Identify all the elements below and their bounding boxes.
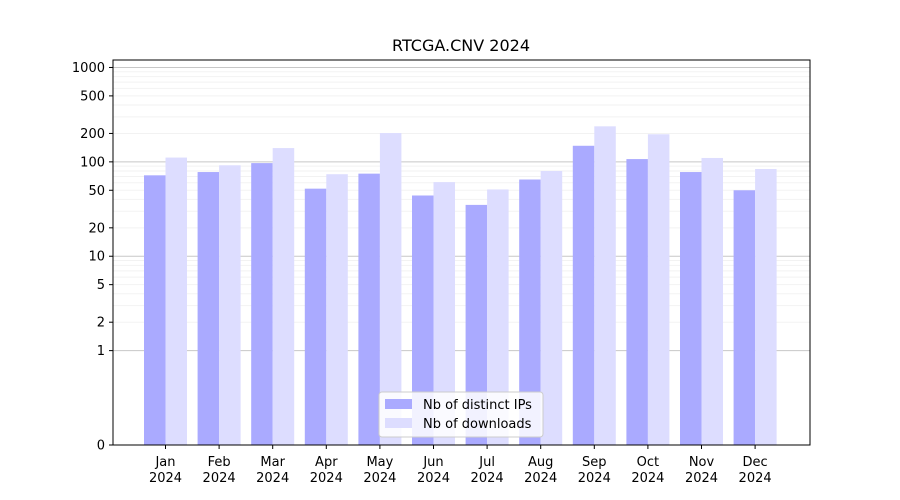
bar-ips (465, 204, 488, 445)
bar-ips (304, 188, 327, 445)
bar-ips (197, 172, 220, 445)
y-tick-label: 1 (97, 344, 105, 359)
bar-downloads (755, 169, 777, 445)
bar-downloads (433, 182, 455, 445)
y-tick-label: 50 (88, 184, 105, 199)
y-tick-label: 200 (80, 127, 105, 142)
x-tick-label: Dec 2024 (739, 455, 772, 486)
bar-downloads (594, 126, 616, 445)
x-tick-label: Jul 2024 (471, 455, 504, 486)
bar-downloads (379, 133, 402, 445)
bar-downloads (487, 189, 509, 445)
legend-swatch (385, 418, 412, 428)
x-tick-label: Jan 2024 (149, 455, 182, 486)
bar-downloads (272, 148, 295, 445)
x-tick-label: Aug 2024 (524, 455, 557, 486)
x-tick-label: Jun 2024 (417, 455, 450, 486)
plot-frame (112, 59, 811, 446)
y-tick-label: 10 (88, 250, 105, 265)
x-tick-label: Feb 2024 (203, 455, 236, 486)
legend-label: Nb of downloads (423, 417, 532, 432)
y-tick-label: 100 (80, 155, 105, 170)
legend-label: Nb of distinct IPs (423, 398, 532, 413)
x-tick-label: Nov 2024 (685, 455, 718, 486)
bar-downloads (219, 165, 241, 445)
bar-ips (626, 159, 648, 445)
bar-downloads (540, 171, 563, 446)
y-tick-label: 500 (80, 89, 105, 104)
legend-box (378, 391, 544, 438)
bar-ips (412, 195, 434, 445)
x-tick-label: Sep 2024 (578, 455, 611, 486)
bar-ips (572, 145, 595, 446)
y-tick-label: 1000 (72, 61, 105, 76)
chart-title: RTCGA.CNV 2024 (392, 36, 530, 55)
bar-downloads (326, 174, 348, 445)
bar-ips (251, 163, 273, 445)
bar-ips (680, 172, 702, 445)
x-tick-label: May 2024 (363, 455, 396, 486)
y-tick-label: 2 (97, 316, 105, 331)
bar-downloads (647, 134, 670, 446)
bar-downloads (165, 157, 187, 446)
x-tick-label: Mar 2024 (256, 455, 289, 486)
bar-ips (358, 173, 380, 446)
y-tick-label: 0 (97, 439, 105, 454)
y-tick-label: 5 (97, 278, 105, 293)
y-tick-label: 20 (88, 221, 105, 236)
legend-swatch (385, 399, 412, 409)
x-tick-label: Oct 2024 (631, 455, 664, 486)
bar-ips (733, 190, 756, 445)
bar-ips (144, 175, 166, 446)
bar-ips (519, 179, 541, 445)
bar-downloads (701, 157, 723, 445)
x-tick-label: Apr 2024 (310, 455, 343, 486)
